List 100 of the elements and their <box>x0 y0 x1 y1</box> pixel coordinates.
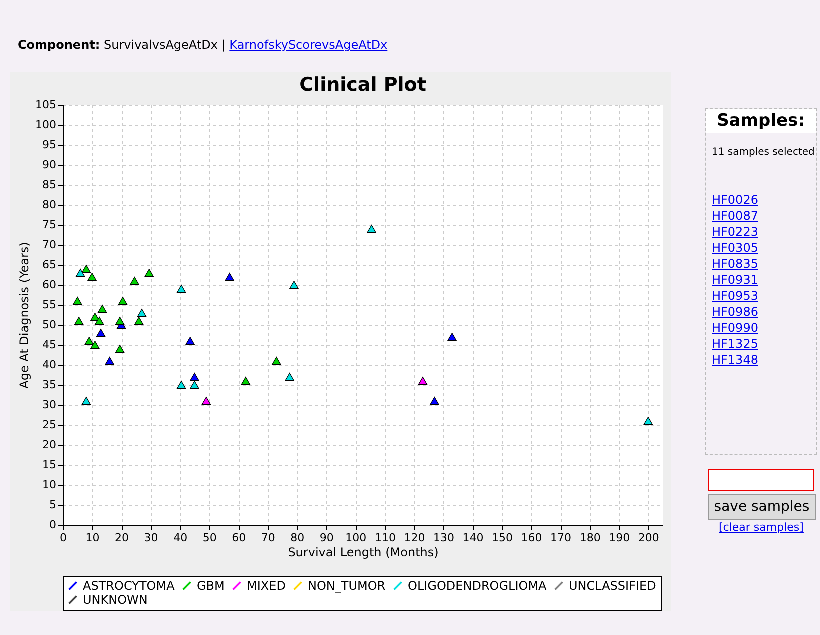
text: Samples: <box>706 109 816 133</box>
x-tick-label: 150 <box>492 532 514 544</box>
text: HF1325 <box>712 337 758 351</box>
y-tick-label: 105 <box>36 98 56 112</box>
y-tick-label: 0 <box>50 518 56 532</box>
text: HF0931 <box>712 273 758 287</box>
point <box>186 337 195 345</box>
y-tick-label: 85 <box>42 178 56 192</box>
x-tick-label: 180 <box>580 532 601 544</box>
y-tick-label: 65 <box>42 258 56 272</box>
y-tick-label: 40 <box>42 358 56 372</box>
y-tick-label: 50 <box>42 318 56 332</box>
point <box>96 329 106 337</box>
text: HF0026 <box>712 193 758 207</box>
point <box>290 281 299 289</box>
legend-label: GBM <box>197 579 225 593</box>
text: SurvivalvsAgeAtDx | <box>104 38 226 52</box>
point <box>367 225 376 233</box>
legend-label: NON_TUMOR <box>308 579 386 593</box>
x-tick-label: 100 <box>346 532 367 544</box>
legend-label: OLIGODENDROGLIOMA <box>408 579 548 593</box>
point <box>272 357 282 365</box>
point <box>285 373 294 381</box>
point <box>418 377 428 385</box>
y-tick-label: 15 <box>42 458 56 472</box>
y-tick-label: 95 <box>42 138 56 152</box>
x-tick-label: 110 <box>374 532 396 544</box>
text: HF0305 <box>712 241 758 255</box>
y-tick-label: 25 <box>42 418 56 432</box>
point <box>202 397 211 405</box>
legend-label: UNKNOWN <box>83 593 148 607</box>
point <box>190 373 200 381</box>
x-tick-label: 30 <box>144 532 158 544</box>
text: HF0087 <box>712 209 758 223</box>
point <box>105 357 114 365</box>
text: HF1348 <box>712 353 758 367</box>
x-tick-label: 200 <box>638 532 660 544</box>
text: Component: <box>18 38 100 52</box>
point <box>134 317 144 325</box>
text: HF0953 <box>712 289 758 303</box>
y-tick-label: 30 <box>42 398 56 412</box>
point <box>118 297 128 305</box>
y-tick-label: 75 <box>42 218 56 232</box>
point <box>644 417 653 425</box>
point <box>177 285 186 293</box>
y-tick-label: 70 <box>42 238 56 252</box>
y-tick-label: 35 <box>42 378 56 392</box>
x-tick-label: 20 <box>115 532 130 544</box>
x-tick-label: 130 <box>433 532 454 544</box>
point <box>95 317 104 325</box>
point <box>448 333 457 341</box>
point <box>74 317 84 325</box>
point <box>177 381 186 389</box>
point <box>116 345 125 353</box>
point <box>137 309 147 317</box>
text: HF0986 <box>712 305 758 319</box>
point <box>130 277 140 285</box>
x-tick-label: 160 <box>521 532 542 544</box>
y-tick-label: 80 <box>42 198 56 212</box>
point <box>430 397 440 405</box>
point <box>84 337 94 345</box>
chart-title: Clinical Plot <box>300 74 426 96</box>
y-tick-label: 60 <box>42 278 56 292</box>
point <box>144 269 154 277</box>
point <box>82 265 91 273</box>
y-tick-label: 5 <box>50 498 56 512</box>
x-tick-label: 140 <box>462 532 484 544</box>
point <box>241 377 250 385</box>
x-tick-label: 40 <box>174 532 188 544</box>
point <box>73 297 82 305</box>
text: save samples <box>708 494 816 520</box>
y-tick-label: 100 <box>36 118 56 132</box>
point <box>76 269 86 277</box>
point <box>98 305 108 313</box>
point <box>190 381 200 389</box>
x-tick-label: 10 <box>86 532 100 544</box>
text: 11 samples selected <box>712 147 816 158</box>
x-axis-title: Survival Length (Months) <box>288 546 439 560</box>
x-tick-label: 190 <box>609 532 630 544</box>
y-tick-label: 90 <box>42 158 56 172</box>
y-tick-label: 55 <box>42 298 56 312</box>
x-tick-label: 120 <box>404 532 426 544</box>
point <box>88 273 97 281</box>
text: KarnofskyScorevsAgeAtDx <box>230 38 388 52</box>
text: HF0835 <box>712 257 758 271</box>
y-axis-title: Age At Diagnosis (Years) <box>18 242 32 389</box>
x-tick-label: 170 <box>550 532 572 544</box>
x-tick-label: 0 <box>60 532 67 544</box>
x-tick-label: 90 <box>320 532 334 544</box>
x-tick-label: 70 <box>261 532 276 544</box>
x-tick-label: 60 <box>232 532 246 544</box>
legend-label: MIXED <box>247 579 286 593</box>
x-tick-label: 80 <box>290 532 305 544</box>
legend-label: ASTROCYTOMA <box>83 579 176 593</box>
point <box>82 397 91 405</box>
point <box>116 317 125 325</box>
text: [clear samples] <box>719 521 804 534</box>
y-tick-label: 10 <box>42 478 56 492</box>
point <box>90 341 100 349</box>
legend-label: UNCLASSIFIED <box>569 579 656 593</box>
